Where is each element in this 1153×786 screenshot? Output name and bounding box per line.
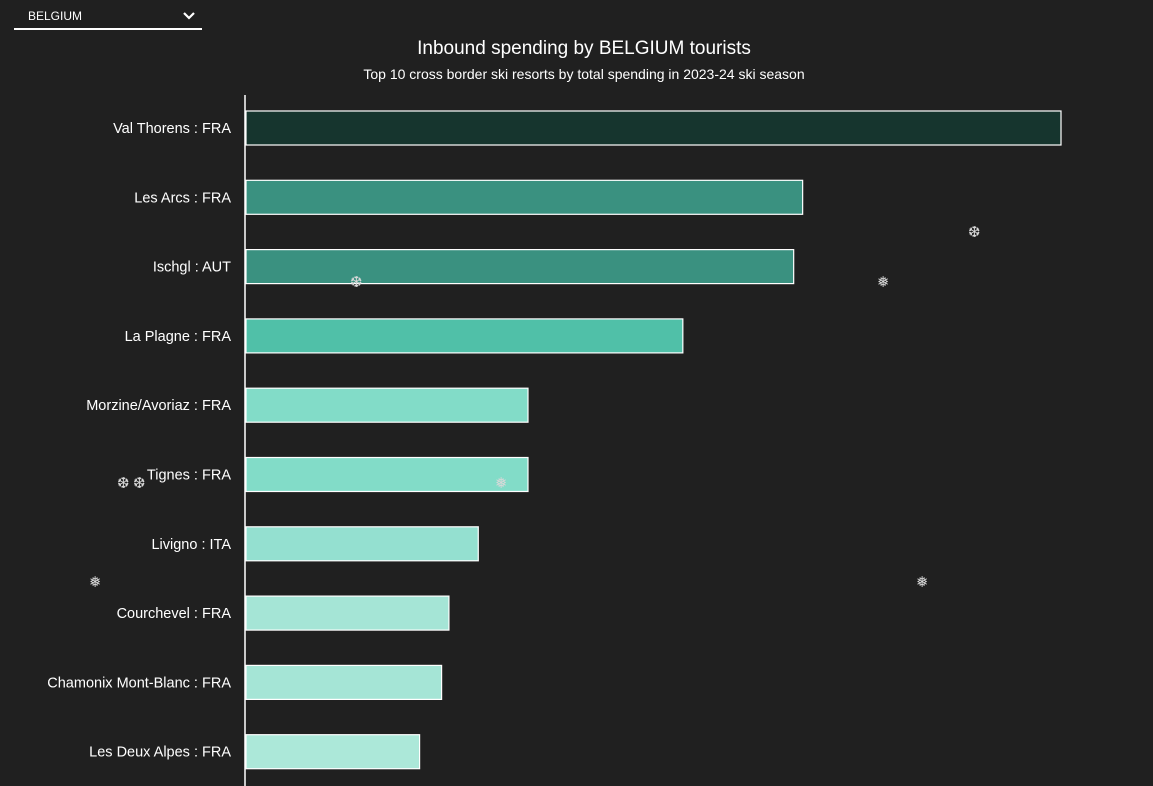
bar-1[interactable] bbox=[245, 179, 804, 215]
category-label: Ischgl : AUT bbox=[153, 260, 231, 276]
category-label: Livigno : ITA bbox=[151, 537, 231, 553]
snowflake-icon: ❆ bbox=[350, 273, 363, 291]
bar-5[interactable] bbox=[245, 456, 529, 493]
snowflake-icon: ❅ bbox=[495, 474, 508, 492]
snowflake-icon: ❅ bbox=[877, 273, 890, 291]
snowflake-icon: ❆ bbox=[133, 474, 146, 492]
snowflake-icon: ❅ bbox=[89, 573, 102, 591]
bar-7[interactable] bbox=[245, 595, 450, 631]
country-selector[interactable]: BELGIUM bbox=[14, 4, 202, 30]
bar-9[interactable] bbox=[245, 734, 421, 770]
snowflake-icon: ❆ bbox=[968, 223, 981, 241]
category-label: Morzine/Avoriaz : FRA bbox=[86, 398, 231, 414]
category-label: Les Deux Alpes : FRA bbox=[89, 745, 231, 761]
category-label: Les Arcs : FRA bbox=[134, 190, 231, 206]
bar-4[interactable] bbox=[245, 387, 529, 423]
snowflake-icon: ❅ bbox=[916, 573, 929, 591]
chart-subtitle: Top 10 cross border ski resorts by total… bbox=[363, 66, 805, 82]
snowflake-icon: ❆ bbox=[117, 474, 130, 492]
category-label: Tignes : FRA bbox=[147, 468, 231, 484]
chart-title: Inbound spending by BELGIUM tourists bbox=[417, 38, 751, 59]
bar-8[interactable] bbox=[245, 664, 443, 701]
category-label: Val Thorens : FRA bbox=[113, 121, 231, 137]
country-selector-value: BELGIUM bbox=[28, 9, 83, 23]
bar-6[interactable] bbox=[245, 526, 479, 562]
bar-3[interactable] bbox=[245, 318, 684, 354]
chevron-down-icon bbox=[183, 12, 195, 20]
category-label: Courchevel : FRA bbox=[117, 606, 232, 622]
category-label: Chamonix Mont-Blanc : FRA bbox=[47, 675, 231, 691]
bar-0[interactable] bbox=[245, 110, 1062, 146]
category-label: La Plagne : FRA bbox=[125, 329, 232, 345]
bar-2[interactable] bbox=[245, 249, 795, 285]
